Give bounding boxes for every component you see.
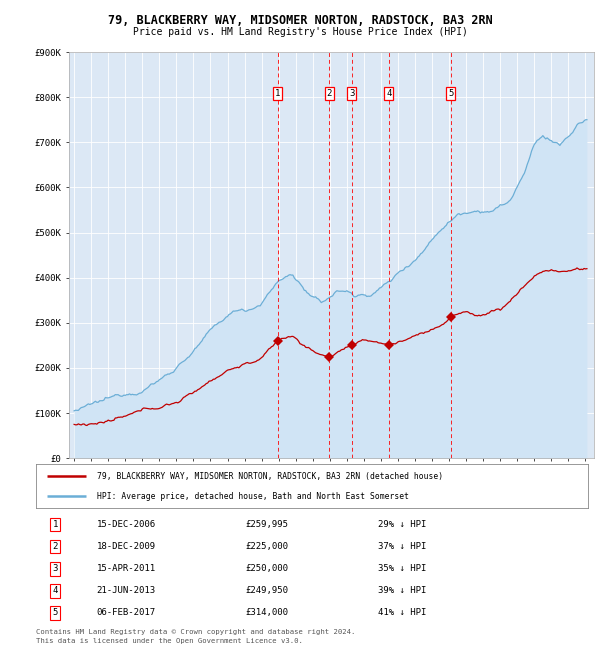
Text: 3: 3 <box>349 89 355 98</box>
Text: 2: 2 <box>326 89 332 98</box>
Text: 18-DEC-2009: 18-DEC-2009 <box>97 542 156 551</box>
Text: £259,995: £259,995 <box>246 520 289 529</box>
Text: 4: 4 <box>53 586 58 595</box>
Text: 5: 5 <box>448 89 454 98</box>
Text: 3: 3 <box>53 564 58 573</box>
Text: 29% ↓ HPI: 29% ↓ HPI <box>378 520 427 529</box>
Text: £250,000: £250,000 <box>246 564 289 573</box>
Text: 37% ↓ HPI: 37% ↓ HPI <box>378 542 427 551</box>
Text: 79, BLACKBERRY WAY, MIDSOMER NORTON, RADSTOCK, BA3 2RN: 79, BLACKBERRY WAY, MIDSOMER NORTON, RAD… <box>107 14 493 27</box>
Text: £225,000: £225,000 <box>246 542 289 551</box>
Text: HPI: Average price, detached house, Bath and North East Somerset: HPI: Average price, detached house, Bath… <box>97 492 409 501</box>
Text: This data is licensed under the Open Government Licence v3.0.: This data is licensed under the Open Gov… <box>36 638 303 644</box>
Text: 4: 4 <box>386 89 392 98</box>
Text: 1: 1 <box>53 520 58 529</box>
Text: 41% ↓ HPI: 41% ↓ HPI <box>378 608 427 618</box>
Text: £314,000: £314,000 <box>246 608 289 618</box>
Text: £249,950: £249,950 <box>246 586 289 595</box>
Text: Contains HM Land Registry data © Crown copyright and database right 2024.: Contains HM Land Registry data © Crown c… <box>36 629 355 634</box>
Text: 06-FEB-2017: 06-FEB-2017 <box>97 608 156 618</box>
Text: 1: 1 <box>275 89 281 98</box>
Text: 39% ↓ HPI: 39% ↓ HPI <box>378 586 427 595</box>
Text: Price paid vs. HM Land Registry's House Price Index (HPI): Price paid vs. HM Land Registry's House … <box>133 27 467 37</box>
Text: 15-APR-2011: 15-APR-2011 <box>97 564 156 573</box>
Text: 2: 2 <box>53 542 58 551</box>
Text: 15-DEC-2006: 15-DEC-2006 <box>97 520 156 529</box>
Text: 79, BLACKBERRY WAY, MIDSOMER NORTON, RADSTOCK, BA3 2RN (detached house): 79, BLACKBERRY WAY, MIDSOMER NORTON, RAD… <box>97 471 443 480</box>
Text: 21-JUN-2013: 21-JUN-2013 <box>97 586 156 595</box>
Text: 5: 5 <box>53 608 58 618</box>
Text: 35% ↓ HPI: 35% ↓ HPI <box>378 564 427 573</box>
